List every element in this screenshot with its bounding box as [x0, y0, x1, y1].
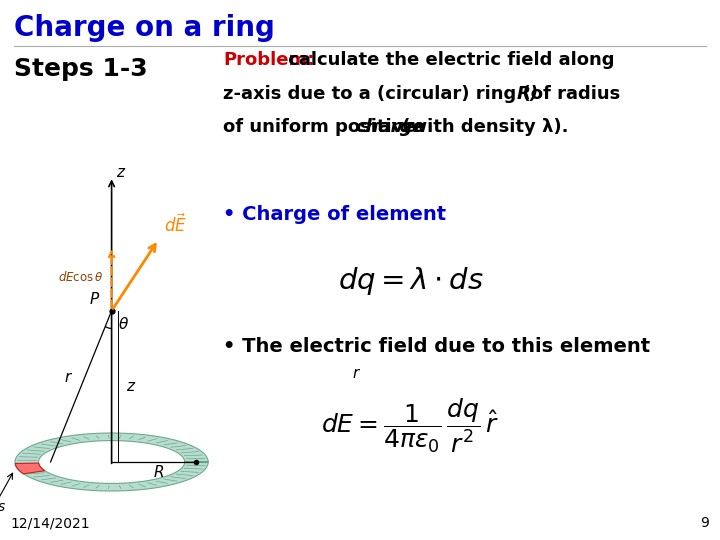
Text: Problem:: Problem: — [223, 51, 315, 69]
Text: $ds$: $ds$ — [0, 499, 7, 514]
Text: calculate the electric field along: calculate the electric field along — [282, 51, 615, 69]
Text: $R$: $R$ — [153, 464, 164, 480]
Text: $\theta$: $\theta$ — [118, 316, 129, 332]
Text: • The electric field due to this element: • The electric field due to this element — [223, 338, 650, 356]
Text: Steps 1-3: Steps 1-3 — [14, 57, 148, 80]
Text: (with density λ).: (with density λ). — [396, 118, 569, 136]
Text: 12/14/2021: 12/14/2021 — [11, 516, 91, 530]
Text: $P$: $P$ — [89, 292, 100, 307]
Polygon shape — [15, 433, 208, 491]
Text: charge: charge — [355, 118, 425, 136]
Text: $z$: $z$ — [116, 165, 127, 180]
Text: of uniform positive: of uniform positive — [223, 118, 422, 136]
Polygon shape — [15, 463, 45, 474]
Text: $z$: $z$ — [126, 379, 136, 394]
Text: $r$: $r$ — [352, 366, 361, 381]
Text: $dq = \lambda \cdot ds$: $dq = \lambda \cdot ds$ — [338, 265, 483, 296]
Text: 9: 9 — [701, 516, 709, 530]
Text: z-axis due to a (circular) ring (of radius: z-axis due to a (circular) ring (of radi… — [223, 85, 626, 103]
Text: $d\vec{E}$: $d\vec{E}$ — [164, 213, 186, 236]
Text: $dE\cos\theta$: $dE\cos\theta$ — [58, 269, 104, 284]
Text: • Charge of element: • Charge of element — [223, 205, 446, 224]
Text: Charge on a ring: Charge on a ring — [14, 14, 275, 42]
Text: $r$: $r$ — [64, 370, 73, 385]
Text: R): R) — [517, 85, 539, 103]
Text: $dE = \dfrac{1}{4\pi\varepsilon_0}\,\dfrac{dq}{r^2}\,\hat{r}$: $dE = \dfrac{1}{4\pi\varepsilon_0}\,\dfr… — [321, 397, 500, 455]
